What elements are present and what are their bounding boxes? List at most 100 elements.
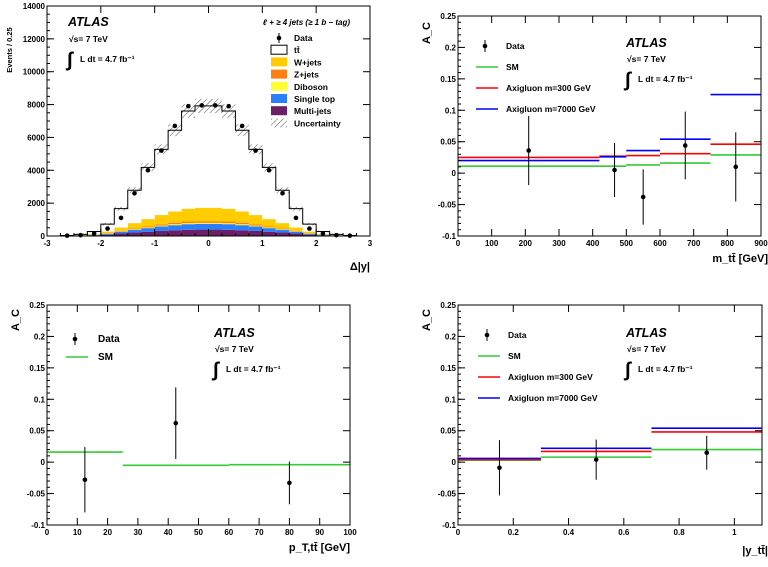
z-jets-bar xyxy=(154,224,169,226)
single-top-bar xyxy=(181,224,196,230)
ac-vs-mtt-chart: -0.1 -0.05 0 0.05 0.1 0.15 0.2 0.25 0 100 200 300 40… xyxy=(421,12,768,265)
data-point xyxy=(287,480,292,486)
x-tick-label: 1 xyxy=(260,239,265,248)
w-jets-bar xyxy=(289,227,303,231)
ttbar-bar xyxy=(248,149,263,216)
w-jets-bar xyxy=(100,231,115,234)
x-axis-label: Δ|y| xyxy=(350,261,370,273)
legend-label: Axigluon m=300 GeV xyxy=(506,83,591,93)
y-tick-label: 8000 xyxy=(27,101,45,110)
z-jets-bar xyxy=(289,230,303,232)
y-tick-label: 6000 xyxy=(27,133,45,142)
y-tick-label: 4000 xyxy=(27,166,45,175)
x-tick-label: 100 xyxy=(485,239,499,248)
z-jets-bar xyxy=(181,221,196,224)
integral-symbol: ∫ xyxy=(211,359,220,381)
x-tick-label: 0 xyxy=(45,528,50,537)
w-jets-bar xyxy=(127,223,142,229)
y-tick-label: 0.25 xyxy=(440,301,456,310)
single-top-bar xyxy=(221,224,236,230)
data-point xyxy=(733,164,739,170)
legend-label: Single top xyxy=(294,94,335,104)
y-axis-label: A_C xyxy=(421,22,433,44)
data-point xyxy=(199,103,205,108)
x-tick-label: -3 xyxy=(43,239,51,248)
y-tick-label: -0.1 xyxy=(442,521,456,530)
ttbar-bar xyxy=(275,190,290,224)
panel-delta-y-distribution: 0 2000 4000 6000 8000 10000 12000 14000 -3 -2 -1 0 1… xyxy=(0,0,384,284)
legend-label: W+jets xyxy=(294,57,322,67)
y-tick-label: 0.1 xyxy=(445,395,457,404)
ttbar-bar xyxy=(181,110,196,209)
diboson-bar xyxy=(168,224,182,226)
x-tick-label: 40 xyxy=(164,528,173,537)
multi-jets-bar xyxy=(275,232,290,236)
legend-swatch-3 xyxy=(271,69,287,79)
data-point xyxy=(118,215,124,221)
legend-swatch-5 xyxy=(271,94,287,103)
legend-label: Data xyxy=(294,33,313,43)
y-tick-label: 0.15 xyxy=(29,364,45,373)
single-top-bar xyxy=(100,233,115,235)
y-tick-label: 0.25 xyxy=(29,301,45,310)
legend-label: SM xyxy=(98,352,113,363)
legend-label: Uncertainty xyxy=(294,118,341,128)
w-jets-bar xyxy=(154,215,169,225)
x-tick-label: 700 xyxy=(687,239,701,248)
diboson-bar xyxy=(141,227,155,229)
y-tick-label: 0 xyxy=(41,458,46,467)
multi-jets-bar xyxy=(114,233,128,236)
diboson-bar xyxy=(248,225,263,227)
energy-label: √s= 7 TeV xyxy=(627,344,666,354)
lumi-label: L dt = 4.7 fb⁻¹ xyxy=(80,54,135,64)
w-jets-bar xyxy=(114,227,128,231)
data-point xyxy=(105,226,110,231)
w-jets-bar xyxy=(208,207,222,222)
data-point xyxy=(239,123,245,129)
legend-data-marker xyxy=(482,43,488,49)
lumi-label: L dt = 4.7 fb⁻¹ xyxy=(638,74,693,84)
y-tick-label: 0.2 xyxy=(445,332,457,341)
single-top-bar xyxy=(208,223,222,230)
channel-label: ℓ + ≥ 4 jets (≥ 1 b − tag) xyxy=(263,18,350,27)
y-tick-label: 0.05 xyxy=(29,427,45,436)
legend-swatch-1 xyxy=(270,44,288,55)
x-tick-label: 400 xyxy=(586,239,600,248)
y-tick-label: -0.05 xyxy=(438,201,457,210)
single-top-bar xyxy=(235,225,249,231)
data-point xyxy=(593,457,599,462)
z-jets-bar xyxy=(141,226,155,228)
ttbar-bar xyxy=(195,105,209,208)
panel-ac-vs-ytt: -0.1 -0.05 0 0.05 0.1 0.15 0.2 0.25 0 0.2 0.4 0.6 0.… xyxy=(384,284,768,567)
y-tick-label: 0.05 xyxy=(440,138,456,147)
y-axis-label: Events / 0.25 xyxy=(5,27,14,72)
ttbar-bar xyxy=(127,190,142,224)
data-point xyxy=(145,167,151,173)
multi-jets-bar xyxy=(235,230,249,236)
data-point xyxy=(186,103,191,109)
y-axis-label: A_C xyxy=(421,309,433,331)
y-tick-label: 0 xyxy=(452,169,457,178)
multi-jets-bar xyxy=(141,231,155,236)
x-tick-label: 100 xyxy=(343,528,357,537)
y-tick-label: 0 xyxy=(41,232,46,241)
legend-label: Axigluon m=300 GeV xyxy=(508,372,593,382)
x-tick-label: 10 xyxy=(73,528,82,537)
x-tick-label: 80 xyxy=(285,528,294,537)
z-jets-bar xyxy=(235,222,249,225)
legend-label: Axigluon m=7000 GeV xyxy=(508,393,598,403)
energy-label: √s= 7 TeV xyxy=(627,54,666,64)
panel-ac-vs-pt: -0.1 -0.05 0 0.05 0.1 0.15 0.2 0.25 0 10 20 30 40 50 6… xyxy=(0,284,384,567)
x-tick-label: 3 xyxy=(368,239,373,248)
single-top-bar xyxy=(289,231,303,234)
delta-y-histogram-chart: 0 2000 4000 6000 8000 10000 12000 14000 -3 -2 -1 0 1… xyxy=(5,2,373,273)
y-tick-label: -0.1 xyxy=(442,232,456,241)
plot-frame xyxy=(46,304,351,526)
total-prediction-outline xyxy=(59,105,358,236)
x-tick-label: 600 xyxy=(653,239,667,248)
multi-jets-bar xyxy=(289,233,303,236)
ttbar-bar xyxy=(168,130,182,212)
atlas-label: ATLAS xyxy=(625,326,667,340)
x-tick-label: 0 xyxy=(206,239,211,248)
x-tick-label: 0.6 xyxy=(618,528,630,537)
